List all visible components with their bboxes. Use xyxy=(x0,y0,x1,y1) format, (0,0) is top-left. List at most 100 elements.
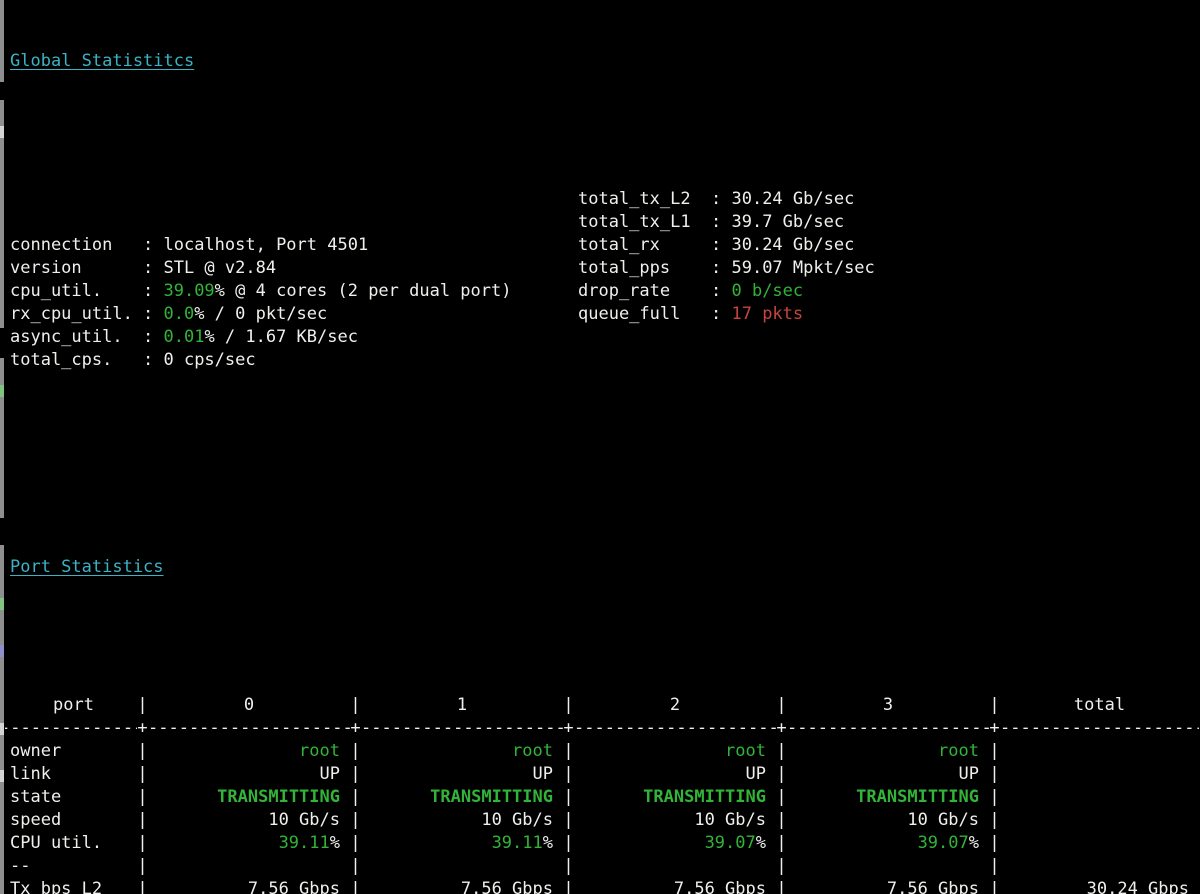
cell-1: root xyxy=(361,740,563,763)
cell-2 xyxy=(574,855,776,878)
global-stat-row: drop_rate: 0 b/sec xyxy=(578,280,875,303)
stat-label: total_tx_L2 xyxy=(578,189,691,209)
value-segment: 30.24 Gb/sec xyxy=(731,189,855,209)
cell-1: UP xyxy=(361,763,563,786)
cell-3: 10 Gb/s xyxy=(787,809,989,832)
value-segment: root xyxy=(938,741,979,761)
global-stats-section: connection: localhost, Port 4501 version:… xyxy=(0,188,1200,441)
table-divider-row: -- | | | | | xyxy=(0,855,1200,878)
value-segment: STL @ v2.84 xyxy=(163,258,277,278)
cell-0: TRANSMITTING xyxy=(148,786,350,809)
global-stat-row: queue_full: 17 pkts xyxy=(578,303,875,326)
colon-separator: : xyxy=(143,350,164,370)
column-header-port: port xyxy=(53,695,94,715)
global-stat-row: total_tx_L1: 39.7 Gb/sec xyxy=(578,211,875,234)
row-label: CPU util. xyxy=(10,833,103,853)
column-separator: | xyxy=(989,741,1000,761)
stat-label: cpu_util. xyxy=(10,281,103,301)
row-label: -- xyxy=(10,856,31,876)
separator-dashes: ---------------------- xyxy=(361,718,563,738)
cell-0: UP xyxy=(148,763,350,786)
colon-separator: : xyxy=(143,327,164,347)
table-row: link | UP | UP | UP | UP | xyxy=(0,763,1200,786)
cell-total xyxy=(1000,855,1199,878)
value-segment: 39.07 xyxy=(917,833,969,853)
value-segment: 7.56 Gbps xyxy=(886,879,979,894)
cell-1: TRANSMITTING xyxy=(361,786,563,809)
global-stats-right: total_tx_L2: 30.24 Gb/sec total_tx_L1: 39… xyxy=(578,188,875,326)
colon-separator: : xyxy=(711,235,732,255)
value-segment: 10 Gb/s xyxy=(268,810,340,830)
colon-separator: : xyxy=(143,304,164,324)
colon-separator: : xyxy=(143,281,164,301)
cell-total xyxy=(1000,763,1199,786)
column-separator: | xyxy=(563,833,574,853)
column-separator: | xyxy=(137,764,148,784)
cell-3: TRANSMITTING xyxy=(787,786,989,809)
column-separator: | xyxy=(350,695,361,715)
blank-line xyxy=(0,625,1200,648)
stat-label: connection xyxy=(10,235,113,255)
cell-2: 39.07% xyxy=(574,832,776,855)
value-segment: 39.11 xyxy=(278,833,330,853)
column-separator: | xyxy=(563,741,574,761)
column-separator: | xyxy=(776,741,787,761)
cell-total xyxy=(1000,832,1199,855)
value-segment: % xyxy=(968,833,979,853)
separator-dashes: ---------------------- xyxy=(148,718,350,738)
value-segment: root xyxy=(725,741,766,761)
column-separator: | xyxy=(776,856,787,876)
column-separator: | xyxy=(563,856,574,876)
table-header-row: port | 0 | 1 | 2 | 3 | total xyxy=(0,694,1200,717)
column-header-total: total xyxy=(1073,695,1126,715)
port-statistics-table: port | 0 | 1 | 2 | 3 | total -------------- + -------… xyxy=(0,694,1200,894)
column-separator: | xyxy=(137,695,148,715)
column-separator: | xyxy=(776,787,787,807)
value-segment: % / 1.67 KB/sec xyxy=(204,327,358,347)
column-separator: | xyxy=(989,810,1000,830)
value-segment: localhost, Port 4501 xyxy=(163,235,369,255)
colon-separator: : xyxy=(711,304,732,324)
cell-2: 7.56 Gbps xyxy=(574,878,776,894)
column-separator: | xyxy=(137,787,148,807)
cell-3: 7.56 Gbps xyxy=(787,878,989,894)
value-segment: 39.11 xyxy=(491,833,543,853)
background-glyph-fragment xyxy=(0,126,4,138)
value-segment: 0.01 xyxy=(163,327,205,347)
colon-separator: : xyxy=(711,189,732,209)
stat-label: version xyxy=(10,258,82,278)
separator-plus: + xyxy=(776,718,787,738)
separator-dashes: ---------------------- xyxy=(1000,718,1199,738)
colon-separator: : xyxy=(711,212,732,232)
column-separator: | xyxy=(563,695,574,715)
background-glyph-fragment xyxy=(0,770,4,782)
cell-0 xyxy=(148,855,350,878)
column-separator: | xyxy=(350,810,361,830)
column-separator: | xyxy=(989,856,1000,876)
stat-label: async_util. xyxy=(10,327,123,347)
value-segment: % / 0 pkt/sec xyxy=(194,304,328,324)
cell-1 xyxy=(361,855,563,878)
column-separator: | xyxy=(776,833,787,853)
separator-dashes: -------------- xyxy=(0,718,137,738)
column-separator: | xyxy=(563,764,574,784)
value-segment: TRANSMITTING xyxy=(217,787,340,807)
cell-3: 39.07% xyxy=(787,832,989,855)
column-separator: | xyxy=(776,810,787,830)
row-label: speed xyxy=(10,810,62,830)
value-segment: % xyxy=(755,833,766,853)
value-segment: root xyxy=(299,741,340,761)
cell-2: 10 Gb/s xyxy=(574,809,776,832)
stat-label: total_pps xyxy=(578,258,671,278)
cell-3: root xyxy=(787,740,989,763)
value-segment: UP xyxy=(958,764,979,784)
stat-label: drop_rate xyxy=(578,281,671,301)
column-header-3: 3 xyxy=(882,695,894,715)
cell-3: UP xyxy=(787,763,989,786)
terminal-content: Global Statistitcs connection: localhost… xyxy=(0,4,1200,894)
colon-separator: : xyxy=(711,281,732,301)
column-separator: | xyxy=(350,741,361,761)
column-header-2: 2 xyxy=(669,695,681,715)
column-separator: | xyxy=(989,764,1000,784)
